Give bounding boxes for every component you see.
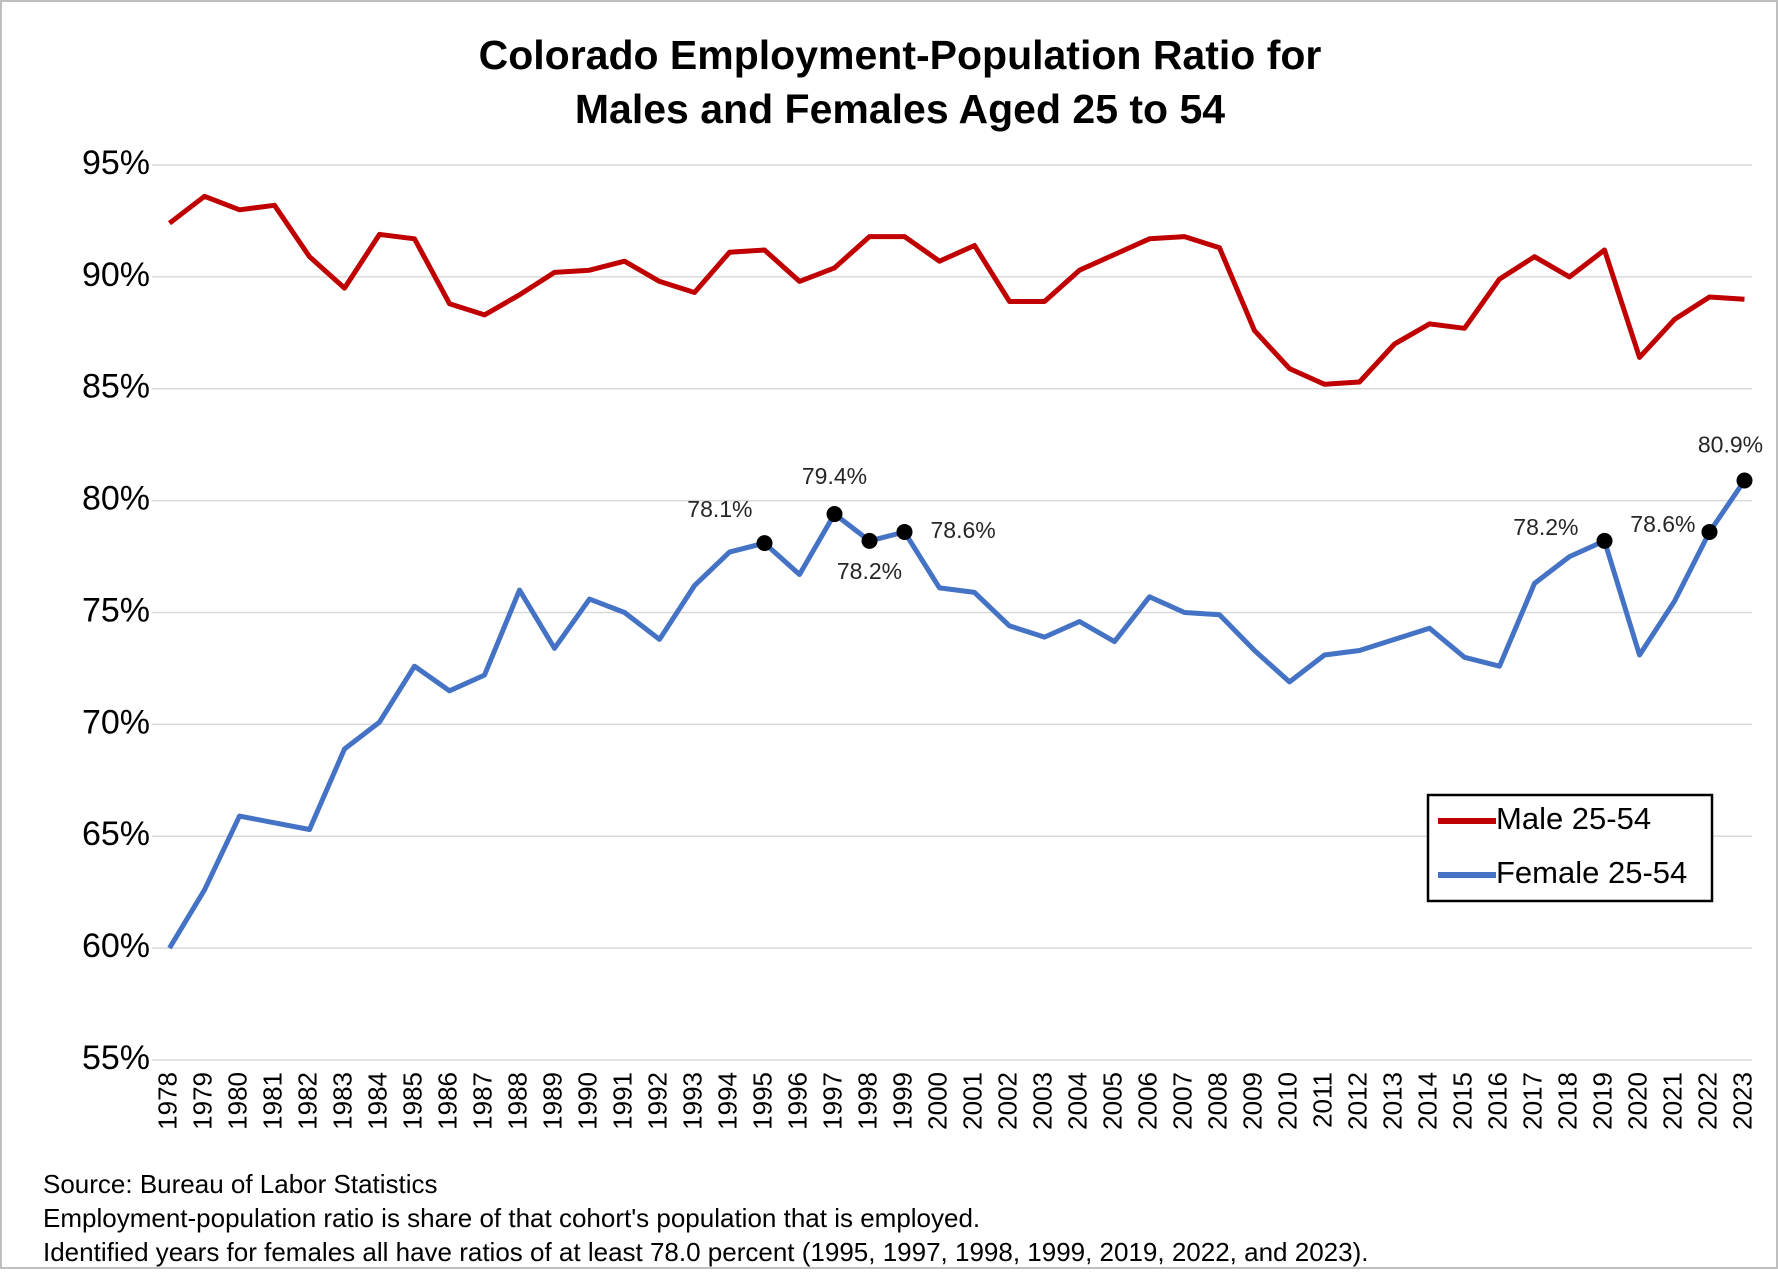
x-tick-label: 1997 bbox=[817, 1072, 847, 1130]
x-tick-label: 2018 bbox=[1552, 1072, 1582, 1130]
x-tick-label: 1983 bbox=[327, 1072, 357, 1130]
x-tick-label: 2007 bbox=[1167, 1072, 1197, 1130]
y-tick-label: 55% bbox=[82, 1039, 150, 1077]
data-label: 80.9% bbox=[1698, 432, 1763, 458]
y-tick-label: 65% bbox=[82, 815, 150, 853]
x-tick-label: 2016 bbox=[1482, 1072, 1512, 1130]
x-tick-label: 1991 bbox=[607, 1072, 637, 1130]
x-tick-label: 1990 bbox=[572, 1072, 602, 1130]
x-tick-label: 1984 bbox=[362, 1072, 392, 1130]
footnote: Identified years for females all have ra… bbox=[43, 1237, 1368, 1267]
x-tick-label: 2015 bbox=[1447, 1072, 1477, 1130]
data-label: 78.6% bbox=[931, 517, 996, 543]
x-tick-label: 1999 bbox=[887, 1072, 917, 1130]
x-tick-label: 1994 bbox=[712, 1072, 742, 1130]
line-series bbox=[167, 479, 1747, 950]
x-tick-label: 1993 bbox=[677, 1072, 707, 1130]
data-point bbox=[756, 535, 773, 552]
data-label: 78.2% bbox=[837, 558, 902, 584]
x-tick-label: 2011 bbox=[1307, 1072, 1337, 1128]
data-point bbox=[861, 532, 878, 549]
x-tick-label: 1985 bbox=[397, 1072, 427, 1130]
x-tick-label: 1980 bbox=[222, 1072, 252, 1130]
x-tick-label: 2019 bbox=[1587, 1072, 1617, 1130]
x-tick-label: 1987 bbox=[467, 1072, 497, 1130]
x-tick-label: 2004 bbox=[1062, 1072, 1092, 1130]
x-tick-label: 2021 bbox=[1657, 1072, 1687, 1130]
x-tick-label: 1995 bbox=[747, 1072, 777, 1130]
x-tick-label: 2013 bbox=[1377, 1072, 1407, 1130]
data-point bbox=[1596, 532, 1613, 549]
x-tick-label: 2017 bbox=[1517, 1072, 1547, 1130]
x-tick-label: 1982 bbox=[292, 1072, 322, 1130]
x-tick-label: 1986 bbox=[432, 1072, 462, 1130]
x-tick-label: 2009 bbox=[1237, 1072, 1267, 1130]
footnote: Source: Bureau of Labor Statistics bbox=[43, 1169, 438, 1199]
x-tick-label: 1988 bbox=[502, 1072, 532, 1130]
x-tick-label: 1992 bbox=[642, 1072, 672, 1130]
data-point bbox=[896, 523, 913, 540]
legend-label: Male 25-54 bbox=[1496, 801, 1651, 836]
x-tick-label: 2005 bbox=[1097, 1072, 1127, 1130]
data-label: 79.4% bbox=[802, 463, 867, 489]
x-tick-label: 1998 bbox=[852, 1072, 882, 1130]
y-tick-label: 70% bbox=[82, 703, 150, 741]
footnote: Employment-population ratio is share of … bbox=[43, 1203, 980, 1233]
y-tick-label: 60% bbox=[82, 927, 150, 965]
x-tick-label: 2008 bbox=[1202, 1072, 1232, 1130]
chart-title: Males and Females Aged 25 to 54 bbox=[575, 86, 1225, 132]
data-label: 78.2% bbox=[1513, 514, 1578, 540]
x-tick-label: 2001 bbox=[957, 1072, 987, 1130]
x-tick-label: 2003 bbox=[1027, 1072, 1057, 1130]
x-tick-label: 1981 bbox=[257, 1072, 287, 1130]
y-tick-label: 90% bbox=[82, 256, 150, 294]
y-tick-label: 85% bbox=[82, 368, 150, 406]
line-series bbox=[167, 193, 1745, 387]
y-tick-label: 95% bbox=[82, 144, 150, 182]
x-tick-label: 2010 bbox=[1272, 1072, 1302, 1130]
y-tick-label: 75% bbox=[82, 591, 150, 629]
legend-label: Female 25-54 bbox=[1496, 855, 1687, 890]
data-label: 78.1% bbox=[687, 496, 752, 522]
y-tick-label: 80% bbox=[82, 480, 150, 518]
x-tick-label: 2014 bbox=[1412, 1072, 1442, 1130]
legend-box bbox=[1426, 793, 1714, 903]
x-tick-label: 2000 bbox=[922, 1072, 952, 1130]
x-tick-label: 1989 bbox=[537, 1072, 567, 1130]
chart-title: Colorado Employment-Population Ratio for bbox=[479, 32, 1322, 78]
x-tick-label: 2022 bbox=[1692, 1072, 1722, 1130]
x-tick-label: 2012 bbox=[1342, 1072, 1372, 1130]
x-tick-label: 2002 bbox=[992, 1072, 1022, 1130]
x-tick-label: 2006 bbox=[1132, 1072, 1162, 1130]
x-tick-label: 1996 bbox=[782, 1072, 812, 1130]
x-tick-label: 1978 bbox=[152, 1072, 182, 1130]
x-tick-label: 1979 bbox=[187, 1072, 217, 1130]
data-label: 78.6% bbox=[1630, 511, 1695, 537]
data-point bbox=[1701, 523, 1718, 540]
data-point bbox=[826, 506, 843, 523]
x-tick-label: 2020 bbox=[1622, 1072, 1652, 1130]
x-tick-label: 2023 bbox=[1727, 1072, 1757, 1130]
data-point bbox=[1736, 472, 1753, 489]
